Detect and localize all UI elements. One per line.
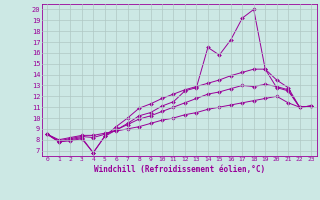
X-axis label: Windchill (Refroidissement éolien,°C): Windchill (Refroidissement éolien,°C) — [94, 165, 265, 174]
